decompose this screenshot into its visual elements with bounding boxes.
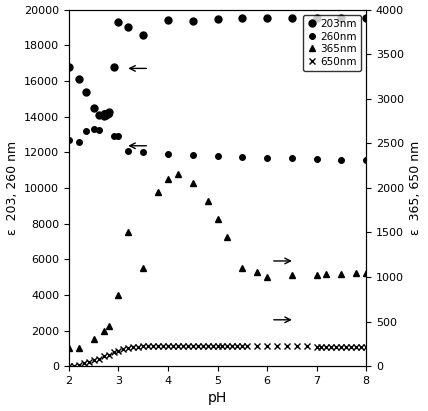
260nm: [91, 127, 96, 132]
365nm: [116, 292, 121, 297]
260nm: [240, 154, 245, 159]
365nm: [106, 323, 111, 328]
365nm: [324, 272, 329, 277]
260nm: [111, 134, 116, 139]
Line: 260nm: 260nm: [66, 110, 369, 163]
365nm: [175, 172, 181, 177]
Legend: 203nm, 260nm, 365nm, 650nm: 203nm, 260nm, 365nm, 650nm: [303, 15, 361, 71]
650nm: [225, 344, 230, 349]
260nm: [363, 158, 369, 163]
260nm: [314, 157, 319, 162]
203nm: [363, 15, 369, 20]
365nm: [190, 181, 195, 186]
260nm: [339, 157, 344, 162]
260nm: [84, 128, 89, 133]
365nm: [225, 234, 230, 239]
260nm: [289, 156, 294, 161]
365nm: [354, 270, 359, 275]
203nm: [289, 15, 294, 20]
365nm: [289, 273, 294, 278]
260nm: [106, 111, 111, 116]
650nm: [170, 344, 175, 349]
Line: 203nm: 203nm: [65, 14, 369, 119]
365nm: [314, 273, 319, 278]
650nm: [255, 344, 260, 349]
203nm: [314, 15, 319, 20]
260nm: [96, 127, 101, 132]
260nm: [215, 153, 220, 158]
260nm: [126, 149, 131, 154]
203nm: [96, 112, 101, 117]
203nm: [339, 15, 344, 20]
203nm: [141, 32, 146, 37]
365nm: [76, 346, 81, 351]
203nm: [84, 89, 89, 94]
365nm: [126, 230, 131, 235]
203nm: [66, 64, 71, 69]
203nm: [240, 16, 245, 21]
203nm: [104, 112, 109, 117]
365nm: [215, 217, 220, 222]
650nm: [66, 364, 71, 369]
203nm: [101, 113, 106, 118]
260nm: [104, 111, 109, 115]
650nm: [141, 344, 146, 349]
650nm: [230, 344, 235, 349]
365nm: [101, 328, 106, 333]
260nm: [101, 111, 106, 115]
203nm: [215, 17, 220, 22]
650nm: [215, 344, 220, 349]
365nm: [165, 176, 170, 181]
203nm: [190, 18, 195, 23]
365nm: [91, 337, 96, 342]
203nm: [111, 64, 116, 69]
X-axis label: pH: pH: [208, 391, 227, 405]
365nm: [66, 346, 71, 351]
203nm: [91, 105, 96, 110]
Line: 365nm: 365nm: [65, 171, 369, 352]
365nm: [363, 270, 369, 275]
365nm: [205, 199, 210, 204]
365nm: [339, 272, 344, 277]
203nm: [265, 15, 270, 20]
260nm: [76, 139, 81, 144]
260nm: [141, 150, 146, 155]
365nm: [141, 266, 146, 270]
Line: 650nm: 650nm: [66, 343, 369, 369]
650nm: [111, 350, 116, 355]
260nm: [165, 152, 170, 157]
260nm: [265, 155, 270, 160]
260nm: [66, 137, 71, 142]
Y-axis label: ε  365, 650 nm: ε 365, 650 nm: [410, 141, 422, 235]
203nm: [76, 76, 81, 81]
203nm: [165, 18, 170, 23]
203nm: [116, 20, 121, 25]
203nm: [106, 110, 111, 115]
365nm: [255, 269, 260, 274]
260nm: [190, 152, 195, 157]
203nm: [126, 25, 131, 30]
365nm: [265, 275, 270, 279]
Y-axis label: ε  203, 260 nm: ε 203, 260 nm: [6, 141, 18, 235]
365nm: [155, 190, 160, 195]
260nm: [116, 134, 121, 139]
365nm: [240, 266, 245, 270]
650nm: [363, 344, 369, 349]
